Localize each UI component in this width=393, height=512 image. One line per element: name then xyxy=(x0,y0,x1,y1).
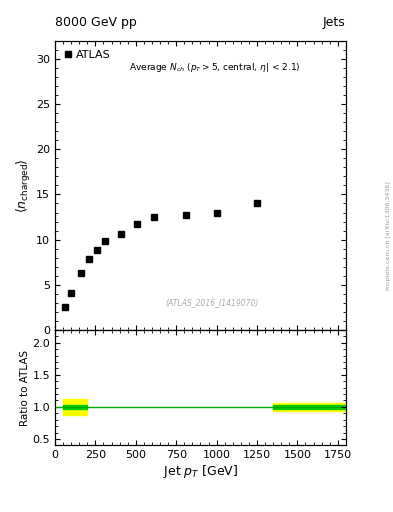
Text: Average $N_{ch}$ ($p_T>$5, central, $\eta|$ < 2.1): Average $N_{ch}$ ($p_T>$5, central, $\et… xyxy=(129,61,301,74)
ATLAS xyxy=(86,257,91,263)
Legend: ATLAS: ATLAS xyxy=(61,47,114,63)
Text: (ATLAS_2016_I1419070): (ATLAS_2016_I1419070) xyxy=(165,298,259,307)
Text: Jets: Jets xyxy=(323,16,346,29)
Y-axis label: $\langle n_\mathrm{charged}\rangle$: $\langle n_\mathrm{charged}\rangle$ xyxy=(15,158,33,213)
ATLAS xyxy=(184,211,188,218)
Y-axis label: Ratio to ATLAS: Ratio to ATLAS xyxy=(20,350,29,425)
ATLAS xyxy=(151,215,156,221)
Line: ATLAS: ATLAS xyxy=(62,201,260,310)
ATLAS xyxy=(135,221,140,227)
X-axis label: Jet $p_T$ [GeV]: Jet $p_T$ [GeV] xyxy=(163,463,238,480)
ATLAS xyxy=(214,210,219,216)
ATLAS xyxy=(119,230,124,237)
ATLAS xyxy=(103,238,107,244)
Text: mcplots.cern.ch [arXiv:1306.3436]: mcplots.cern.ch [arXiv:1306.3436] xyxy=(386,181,391,290)
ATLAS xyxy=(79,270,83,276)
ATLAS xyxy=(69,290,73,296)
ATLAS xyxy=(63,304,68,310)
ATLAS xyxy=(255,200,259,206)
ATLAS xyxy=(95,247,99,253)
Text: 8000 GeV pp: 8000 GeV pp xyxy=(55,16,137,29)
